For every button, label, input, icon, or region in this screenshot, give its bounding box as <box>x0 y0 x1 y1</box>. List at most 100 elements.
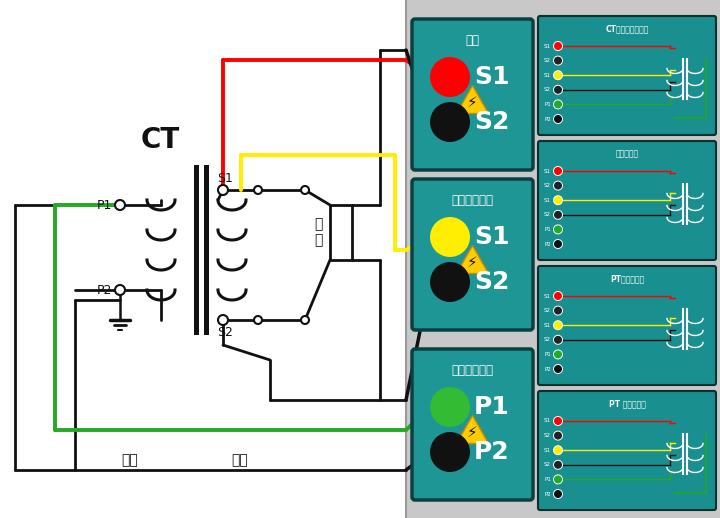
Text: CT: CT <box>140 126 179 154</box>
Circle shape <box>554 210 562 219</box>
Text: S2: S2 <box>544 88 551 92</box>
Circle shape <box>554 166 562 176</box>
Text: S2: S2 <box>544 183 551 188</box>
Bar <box>330 205 352 260</box>
Circle shape <box>554 445 562 455</box>
Circle shape <box>554 335 562 344</box>
Text: S2: S2 <box>544 58 551 63</box>
Circle shape <box>554 306 562 315</box>
Text: P2: P2 <box>544 492 551 496</box>
Circle shape <box>301 316 309 324</box>
Text: P1: P1 <box>544 477 551 482</box>
Circle shape <box>554 431 562 440</box>
Circle shape <box>554 365 562 373</box>
Bar <box>0 0 406 518</box>
Text: P2: P2 <box>96 283 112 296</box>
Circle shape <box>218 315 228 325</box>
Text: S2: S2 <box>544 308 551 313</box>
Circle shape <box>554 321 562 329</box>
Text: 输出电压测量: 输出电压测量 <box>451 194 493 207</box>
Text: S1: S1 <box>474 65 510 89</box>
Text: 输出: 输出 <box>466 34 480 47</box>
Circle shape <box>218 185 228 195</box>
Text: S1: S1 <box>544 448 551 453</box>
Text: S1: S1 <box>544 294 551 298</box>
Circle shape <box>554 181 562 190</box>
Circle shape <box>554 85 562 94</box>
Polygon shape <box>456 246 488 274</box>
Circle shape <box>430 432 470 472</box>
Text: S1: S1 <box>544 73 551 78</box>
Text: S2: S2 <box>544 433 551 438</box>
Circle shape <box>554 416 562 425</box>
Text: PT励磁接线图: PT励磁接线图 <box>610 275 644 283</box>
Bar <box>204 165 209 335</box>
Text: P2: P2 <box>544 117 551 122</box>
Text: S1: S1 <box>544 323 551 328</box>
Text: CT励磁变比接线图: CT励磁变比接线图 <box>606 24 649 34</box>
Text: S1: S1 <box>544 44 551 49</box>
Circle shape <box>554 225 562 234</box>
Circle shape <box>115 200 125 210</box>
Text: S2: S2 <box>544 212 551 217</box>
Circle shape <box>430 57 470 97</box>
FancyBboxPatch shape <box>538 16 716 135</box>
Circle shape <box>554 100 562 109</box>
Text: S2: S2 <box>474 270 510 294</box>
Circle shape <box>254 186 262 194</box>
Text: P2: P2 <box>544 241 551 247</box>
Circle shape <box>554 461 562 469</box>
Circle shape <box>554 70 562 80</box>
Circle shape <box>554 292 562 300</box>
Circle shape <box>554 475 562 484</box>
Text: P2: P2 <box>544 367 551 371</box>
Text: P1: P1 <box>96 198 112 211</box>
Circle shape <box>430 262 470 302</box>
FancyBboxPatch shape <box>412 19 533 170</box>
Text: 负
载: 负 载 <box>314 218 322 248</box>
Circle shape <box>554 490 562 498</box>
Circle shape <box>430 387 470 427</box>
Text: 二次: 二次 <box>232 453 248 467</box>
Circle shape <box>554 114 562 123</box>
Text: 负荷接线图: 负荷接线图 <box>616 150 639 159</box>
Text: 感应电压测量: 感应电压测量 <box>451 364 493 377</box>
Bar <box>406 0 720 518</box>
Circle shape <box>554 196 562 205</box>
Circle shape <box>115 285 125 295</box>
Text: S1: S1 <box>217 171 233 184</box>
Text: S2: S2 <box>474 110 510 134</box>
Circle shape <box>554 56 562 65</box>
Circle shape <box>301 186 309 194</box>
Text: PT 变比接线图: PT 变比接线图 <box>608 399 645 409</box>
Text: P1: P1 <box>474 395 510 419</box>
Text: ⚡: ⚡ <box>467 95 478 110</box>
Polygon shape <box>456 85 488 113</box>
Text: S1: S1 <box>474 225 510 249</box>
FancyBboxPatch shape <box>538 141 716 260</box>
Text: P1: P1 <box>544 352 551 357</box>
Text: S1: S1 <box>544 198 551 203</box>
Text: P1: P1 <box>544 102 551 107</box>
FancyBboxPatch shape <box>538 391 716 510</box>
Bar <box>194 165 199 335</box>
Circle shape <box>430 102 470 142</box>
Polygon shape <box>456 415 488 443</box>
Text: 一次: 一次 <box>122 453 138 467</box>
FancyBboxPatch shape <box>538 266 716 385</box>
FancyBboxPatch shape <box>412 179 533 330</box>
Text: ⚡: ⚡ <box>467 425 478 440</box>
Text: S2: S2 <box>217 325 233 338</box>
Text: S2: S2 <box>544 337 551 342</box>
Circle shape <box>554 350 562 359</box>
FancyBboxPatch shape <box>412 349 533 500</box>
Text: ⚡: ⚡ <box>467 255 478 270</box>
Circle shape <box>430 217 470 257</box>
Text: P1: P1 <box>544 227 551 232</box>
Text: S1: S1 <box>544 419 551 424</box>
Circle shape <box>254 316 262 324</box>
Text: P2: P2 <box>474 440 510 464</box>
Circle shape <box>554 239 562 249</box>
Text: S1: S1 <box>544 168 551 174</box>
Circle shape <box>554 41 562 50</box>
